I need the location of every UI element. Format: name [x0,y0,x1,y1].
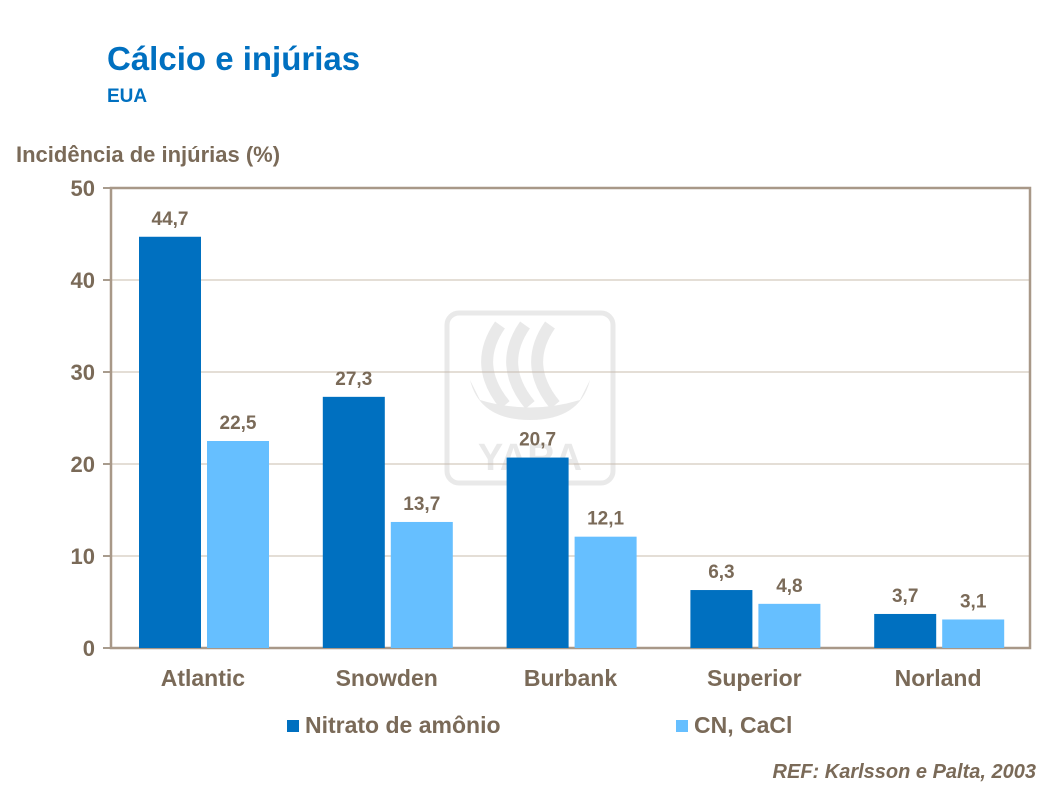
legend-item-nitrato: Nitrato de amônio [287,712,501,739]
yara-watermark-logo: YARA [444,310,616,486]
data-label: 20,7 [519,430,556,451]
bar [690,590,753,648]
legend-swatch-dark-blue [287,719,299,732]
bar [207,441,269,648]
chart-subtitle: EUA [107,86,148,107]
y-tick-label: 40 [71,268,95,293]
x-tick-label: Superior [707,665,802,691]
x-tick-label: Snowden [336,665,438,691]
y-tick-label: 30 [71,360,95,385]
legend-swatch-light-blue [676,719,688,732]
x-tick-label: Burbank [524,665,618,691]
y-tick-label: 0 [83,636,95,661]
data-label: 44,7 [152,209,189,230]
plot-area-frame [109,186,1032,650]
bar [574,536,637,648]
data-label: 22,5 [220,413,257,434]
legend-label: CN, CaCl [694,712,793,738]
data-label: 3,1 [960,591,987,612]
bar [390,521,453,648]
data-label: 6,3 [708,562,734,583]
data-label: 12,1 [587,509,624,530]
bar [874,613,937,648]
data-label: 4,8 [776,576,802,597]
bar [322,396,385,648]
data-label: 13,7 [403,494,440,515]
data-label: 3,7 [892,586,918,607]
chart-title: Cálcio e injúrias [107,40,361,77]
bar-chart: YARA 0 10 20 30 40 50 44,7 22,5 Atlantic 27,3 13,7… [71,176,1032,691]
bar [942,619,1005,648]
y-tick-label: 50 [71,176,95,201]
x-tick-label: Norland [895,665,982,691]
y-axis-label: Incidência de injúrias (%) [16,142,281,167]
legend-item-cn-cacl: CN, CaCl [676,712,792,739]
x-tick-label: Atlantic [161,665,246,691]
bar [506,457,569,648]
y-tick-label: 10 [71,544,95,569]
bar [139,236,201,648]
bar [758,603,821,648]
y-tick-label: 20 [71,452,95,477]
legend-label: Nitrato de amônio [305,712,501,738]
data-label: 27,3 [335,369,372,390]
reference-note: REF: Karlsson e Palta, 2003 [772,761,1036,783]
